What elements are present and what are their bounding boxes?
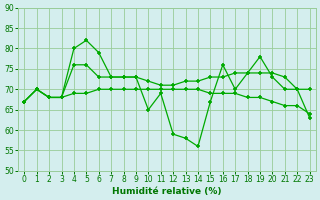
X-axis label: Humidité relative (%): Humidité relative (%) (112, 187, 222, 196)
